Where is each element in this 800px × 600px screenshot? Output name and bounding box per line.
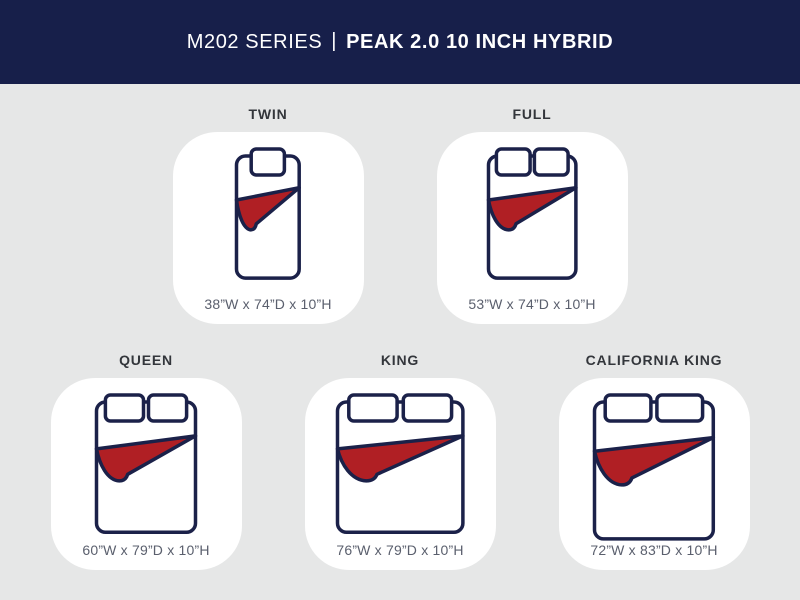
size-block-queen: QUEEN 60”W x 79”D x 10”H [50, 351, 242, 570]
size-dimensions-california-king: 72”W x 83”D x 10”H [590, 542, 718, 558]
size-label-queen: QUEEN [119, 352, 173, 368]
size-card-twin: 38”W x 74”D x 10”H [172, 132, 364, 324]
size-block-twin: TWIN 38”W x 74”D x 10”H [172, 105, 364, 324]
size-card-king: 76”W x 79”D x 10”H [304, 378, 496, 570]
series-name: M202 SERIES [186, 30, 323, 53]
header-bar: M202 SERIES | PEAK 2.0 10 INCH HYBRID [0, 0, 800, 84]
bed-illustration-twin [234, 147, 302, 281]
size-block-california-king: CALIFORNIA KING 72”W x 83”D x 10”H [558, 351, 750, 570]
size-block-king: KING 76”W x 79”D x 10”H [304, 351, 496, 570]
size-label-twin: TWIN [248, 106, 288, 122]
bed-illustration-king [335, 393, 465, 535]
bed-illustration-queen [94, 393, 198, 535]
bed-illustration-california-king [592, 393, 716, 542]
bed-illustration-full [486, 147, 578, 281]
size-label-california-king: CALIFORNIA KING [585, 352, 723, 368]
size-grid: TWIN 38”W x 74”D x 10”H FULL 53”W x 74”D… [0, 84, 800, 570]
size-block-full: FULL 53”W x 74”D x 10”H [436, 105, 628, 324]
size-label-king: KING [380, 352, 420, 368]
header-separator: | [331, 29, 338, 52]
size-card-full: 53”W x 74”D x 10”H [436, 132, 628, 324]
model-name: PEAK 2.0 10 INCH HYBRID [346, 30, 614, 53]
size-dimensions-king: 76”W x 79”D x 10”H [336, 542, 464, 558]
size-row-top: TWIN 38”W x 74”D x 10”H FULL 53”W x 74”D… [0, 105, 800, 324]
size-card-california-king: 72”W x 83”D x 10”H [558, 378, 750, 570]
size-dimensions-twin: 38”W x 74”D x 10”H [204, 296, 332, 312]
size-dimensions-queen: 60”W x 79”D x 10”H [82, 542, 210, 558]
size-card-queen: 60”W x 79”D x 10”H [50, 378, 242, 570]
size-label-full: FULL [512, 106, 552, 122]
size-row-bottom: QUEEN 60”W x 79”D x 10”H KING 76”W x 79”… [0, 351, 800, 570]
size-dimensions-full: 53”W x 74”D x 10”H [468, 296, 596, 312]
